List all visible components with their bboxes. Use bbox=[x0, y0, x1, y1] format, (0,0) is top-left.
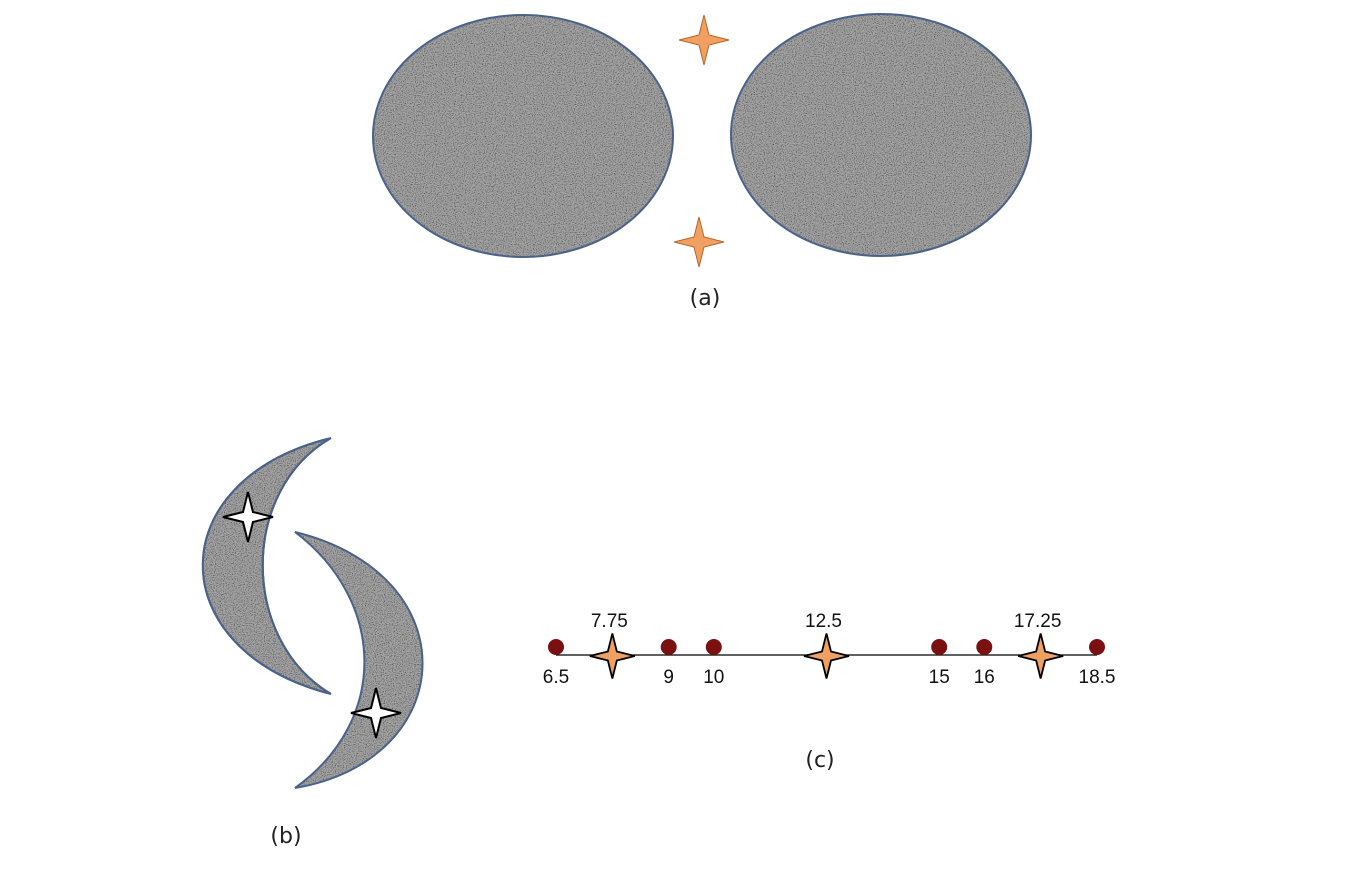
left-blob-outline bbox=[372, 14, 674, 258]
upper-crescent-outline bbox=[201, 437, 332, 695]
number-line-marks: 6.5 9 10 15 16 18.5 7.75 12.5 17.25 bbox=[543, 611, 1116, 688]
star-label-2: 17.25 bbox=[1014, 611, 1062, 632]
caption-c: (c) bbox=[805, 748, 834, 773]
star-label-0: 7.75 bbox=[591, 611, 628, 632]
right-blob bbox=[731, 14, 1031, 256]
lower-crescent bbox=[295, 532, 423, 788]
panel-a: (a) bbox=[372, 13, 1032, 311]
panel-b: (b) bbox=[201, 437, 424, 849]
point-dot-0 bbox=[548, 639, 564, 655]
point-dot-2 bbox=[705, 639, 722, 655]
upper-crescent bbox=[201, 437, 332, 695]
left-blob bbox=[373, 15, 673, 257]
star-mark-1-icon bbox=[803, 632, 850, 680]
panel-c: 6.5 9 10 15 16 18.5 7.75 12.5 17.25 (c) bbox=[543, 611, 1116, 773]
point-dot-1 bbox=[660, 639, 677, 655]
caption-b: (b) bbox=[270, 824, 301, 849]
right-blob-outline bbox=[730, 13, 1032, 257]
star-top-icon bbox=[678, 14, 730, 66]
point-label-3: 15 bbox=[929, 667, 950, 688]
star-mark-0-icon bbox=[588, 632, 636, 680]
point-label-4: 16 bbox=[974, 667, 995, 688]
point-label-1: 9 bbox=[663, 667, 674, 688]
lower-crescent-outline bbox=[294, 531, 424, 789]
point-label-2: 10 bbox=[703, 667, 724, 688]
star-label-1: 12.5 bbox=[805, 611, 842, 632]
star-mark-2-icon bbox=[1017, 632, 1065, 680]
point-label-0: 6.5 bbox=[543, 667, 569, 688]
point-dot-5 bbox=[1089, 639, 1105, 655]
caption-a: (a) bbox=[690, 286, 721, 311]
point-dot-4 bbox=[976, 639, 993, 655]
point-label-5: 18.5 bbox=[1079, 667, 1116, 688]
point-dot-3 bbox=[931, 639, 948, 655]
star-bottom-icon bbox=[673, 216, 725, 268]
